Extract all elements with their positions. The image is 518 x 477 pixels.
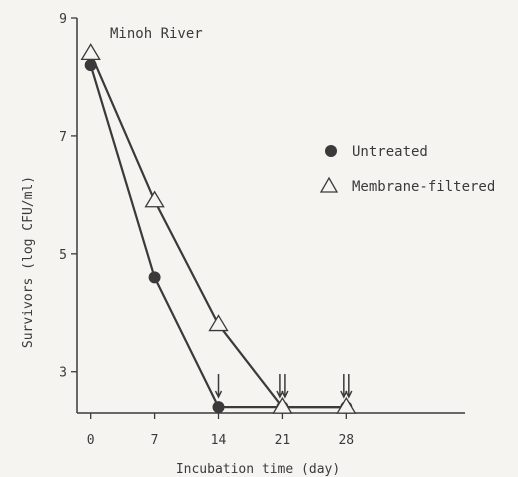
legend: Untreated Membrane-filtered bbox=[319, 144, 495, 195]
data-point-membrane-filtered bbox=[336, 396, 357, 414]
series-line-membrane-filtered bbox=[89, 52, 347, 409]
series-markers bbox=[80, 43, 357, 414]
y-tick-label: 5 bbox=[59, 248, 67, 263]
series-lines bbox=[89, 52, 347, 409]
x-tick-label: 7 bbox=[151, 433, 159, 448]
annotation-text: Minoh River bbox=[110, 26, 203, 42]
y-axis-ticks: 3 5 7 9 bbox=[59, 12, 77, 381]
data-point-untreated bbox=[212, 401, 225, 414]
x-axis-title: Incubation time (day) bbox=[176, 462, 340, 477]
data-point-untreated bbox=[84, 59, 97, 72]
x-tick-label: 14 bbox=[211, 433, 227, 448]
y-tick-label: 3 bbox=[59, 366, 67, 381]
x-tick-label: 28 bbox=[338, 433, 354, 448]
legend-label-membrane-filtered: Membrane-filtered bbox=[352, 179, 495, 195]
data-point-membrane-filtered bbox=[208, 314, 229, 332]
data-point-membrane-filtered bbox=[144, 190, 165, 208]
y-tick-label: 9 bbox=[59, 12, 67, 27]
data-point-membrane-filtered bbox=[272, 396, 293, 414]
detection-limit-arrowhead bbox=[281, 390, 289, 399]
detection-limit-arrows bbox=[214, 374, 353, 399]
legend-marker-membrane-filtered bbox=[319, 176, 339, 193]
x-axis-ticks: 0 7 14 21 28 bbox=[87, 413, 354, 448]
y-axis-title: Survivors (log CFU/ml) bbox=[21, 176, 36, 348]
detection-limit-arrowhead bbox=[340, 390, 348, 399]
y-tick-label: 7 bbox=[59, 130, 67, 145]
x-tick-label: 21 bbox=[275, 433, 291, 448]
detection-limit-arrowhead bbox=[345, 390, 353, 399]
legend-label-untreated: Untreated bbox=[352, 144, 428, 160]
data-point-membrane-filtered bbox=[80, 43, 101, 61]
detection-limit-arrowhead bbox=[214, 390, 223, 399]
series-line-untreated bbox=[89, 64, 347, 409]
data-point-untreated bbox=[148, 271, 161, 284]
legend-marker-untreated bbox=[325, 145, 337, 157]
x-tick-label: 0 bbox=[87, 433, 95, 448]
detection-limit-arrowhead bbox=[276, 390, 284, 399]
